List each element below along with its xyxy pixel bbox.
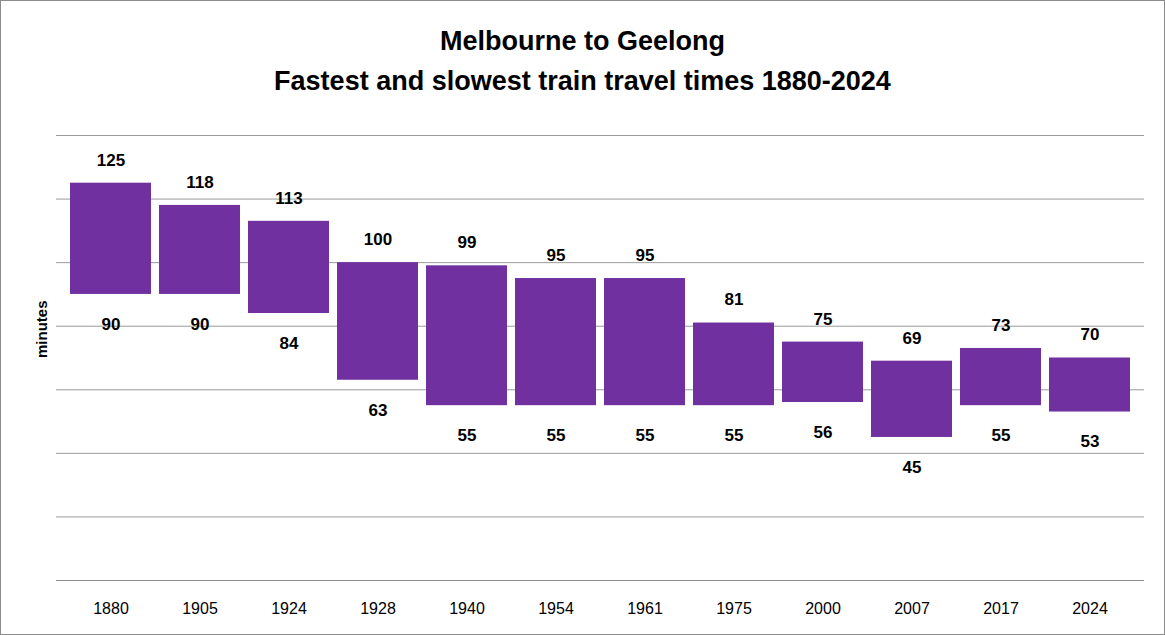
svg-text:95: 95 [547,246,566,265]
svg-text:1954: 1954 [538,600,574,617]
svg-text:90: 90 [191,315,210,334]
svg-text:99: 99 [458,233,477,252]
html-text:Fastest and slowest train trav: Fastest and slowest train travel times 1… [274,66,891,96]
svg-text:90: 90 [102,315,121,334]
svg-text:56: 56 [814,423,833,442]
svg-text:100: 100 [364,230,392,249]
svg-text:81: 81 [725,290,744,309]
svg-text:84: 84 [280,334,299,353]
svg-text:55: 55 [636,426,655,445]
svg-text:73: 73 [992,316,1011,335]
svg-text:55: 55 [992,426,1011,445]
svg-text:1940: 1940 [449,600,485,617]
html-text:Melbourne to Geelong: Melbourne to Geelong [440,26,725,56]
svg-text:2024: 2024 [1072,600,1108,617]
svg-text:125: 125 [97,151,125,170]
svg-text:2007: 2007 [894,600,930,617]
svg-text:2000: 2000 [805,600,841,617]
svg-text:113: 113 [275,189,302,208]
svg-text:1961: 1961 [627,600,663,617]
svg-text:1905: 1905 [182,600,218,617]
svg-text:2017: 2017 [983,600,1019,617]
svg-text:95: 95 [636,246,655,265]
svg-text:1928: 1928 [360,600,396,617]
svg-text:1880: 1880 [93,600,129,617]
svg-text:69: 69 [903,329,922,348]
svg-text:55: 55 [547,426,566,445]
svg-text:minutes: minutes [33,300,50,358]
svg-text:118: 118 [186,173,213,192]
svg-text:70: 70 [1081,325,1100,344]
svg-text:53: 53 [1081,432,1100,451]
svg-text:55: 55 [458,426,477,445]
svg-text:1975: 1975 [716,600,752,617]
svg-text:63: 63 [369,401,388,420]
svg-text:45: 45 [903,458,922,477]
svg-text:1924: 1924 [271,600,307,617]
svg-text:75: 75 [814,310,833,329]
svg-text:55: 55 [725,426,744,445]
